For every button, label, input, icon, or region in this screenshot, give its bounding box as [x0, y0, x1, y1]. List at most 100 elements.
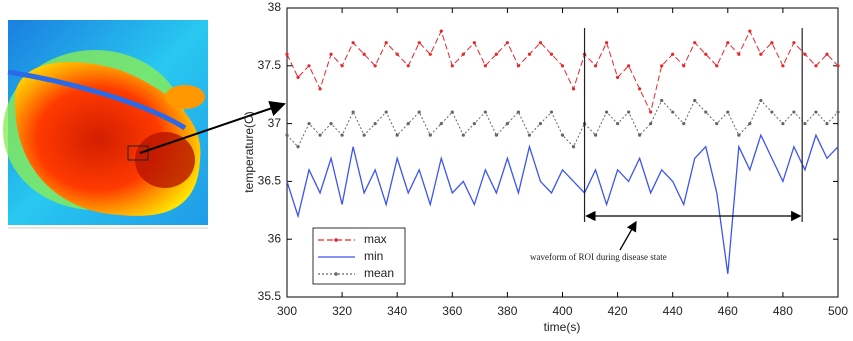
series-marker: [605, 110, 608, 113]
legend-label: mean: [364, 266, 394, 280]
series-marker: [517, 110, 520, 113]
series-marker: [737, 53, 740, 56]
y-tick-label: 35.5: [258, 289, 282, 303]
series-marker: [594, 134, 597, 137]
series-marker: [374, 64, 377, 67]
series-marker: [638, 87, 641, 90]
series-marker: [396, 134, 399, 137]
series-marker: [307, 64, 310, 67]
series-marker: [638, 134, 641, 137]
series-marker: [693, 41, 696, 44]
series-marker: [550, 110, 553, 113]
series-marker: [329, 122, 332, 125]
legend-label: max: [364, 232, 387, 246]
series-marker: [341, 134, 344, 137]
x-tick-label: 320: [332, 304, 352, 318]
x-tick-label: 340: [387, 304, 407, 318]
x-tick-label: 380: [497, 304, 517, 318]
thermal-image: [3, 20, 208, 228]
series-marker: [462, 134, 465, 137]
series-marker: [825, 53, 828, 56]
series-marker: [495, 134, 498, 137]
x-tick-label: 300: [277, 304, 297, 318]
series-marker: [418, 41, 421, 44]
series-marker: [440, 122, 443, 125]
y-tick-label: 37.5: [258, 58, 282, 72]
series-marker: [781, 64, 784, 67]
series-marker: [429, 53, 432, 56]
series-marker: [539, 41, 542, 44]
series-marker: [385, 41, 388, 44]
x-tick-label: 360: [442, 304, 462, 318]
series-marker: [440, 30, 443, 33]
series-marker: [781, 122, 784, 125]
series-marker: [682, 64, 685, 67]
annotation-text: waveform of ROI during disease state: [530, 252, 667, 262]
series-marker: [561, 134, 564, 137]
series-marker: [803, 53, 806, 56]
series-marker: [836, 64, 839, 67]
series-marker: [693, 99, 696, 102]
series-marker: [605, 41, 608, 44]
series-marker: [627, 110, 630, 113]
series-marker: [660, 99, 663, 102]
legend-marker: [334, 238, 338, 242]
series-marker: [572, 87, 575, 90]
series-marker: [352, 41, 355, 44]
series-marker: [517, 64, 520, 67]
figure: temperature(C) time(s) 35.53636.53737.53…: [0, 0, 853, 341]
series-marker: [792, 41, 795, 44]
series-marker: [363, 134, 366, 137]
legend-label: min: [364, 249, 383, 263]
legend: max min mean: [313, 228, 405, 284]
series-marker: [307, 122, 310, 125]
series-marker: [285, 53, 288, 56]
series-marker: [473, 41, 476, 44]
series-marker: [451, 64, 454, 67]
series-marker: [770, 110, 773, 113]
series-marker: [814, 110, 817, 113]
series-marker: [836, 110, 839, 113]
series-marker: [285, 134, 288, 137]
series-marker: [418, 110, 421, 113]
series-marker: [506, 122, 509, 125]
series-marker: [649, 122, 652, 125]
series-marker: [451, 110, 454, 113]
x-tick-label: 420: [608, 304, 628, 318]
series-marker: [792, 110, 795, 113]
series-marker: [671, 110, 674, 113]
series-marker: [296, 145, 299, 148]
x-tick-label: 480: [773, 304, 793, 318]
series-marker: [528, 134, 531, 137]
y-tick-label: 37: [268, 116, 282, 130]
series-marker: [329, 53, 332, 56]
series-marker: [715, 122, 718, 125]
series-marker: [561, 64, 564, 67]
series-marker: [318, 87, 321, 90]
series-marker: [660, 64, 663, 67]
x-tick-label: 440: [663, 304, 683, 318]
series-marker: [352, 110, 355, 113]
x-tick-label: 460: [718, 304, 738, 318]
series-marker: [407, 122, 410, 125]
x-tick-label: 400: [552, 304, 572, 318]
legend-marker: [334, 272, 338, 276]
series-marker: [737, 134, 740, 137]
series-marker: [484, 64, 487, 67]
series-marker: [704, 110, 707, 113]
series-marker: [539, 122, 542, 125]
series-marker: [748, 30, 751, 33]
series-marker: [484, 110, 487, 113]
series-marker: [462, 53, 465, 56]
y-axis-label: temperature(C): [242, 111, 256, 192]
series-marker: [506, 41, 509, 44]
series-marker: [814, 64, 817, 67]
series-marker: [594, 64, 597, 67]
series-marker: [649, 110, 652, 113]
series-marker: [715, 64, 718, 67]
series-marker: [726, 41, 729, 44]
series-marker: [429, 134, 432, 137]
series-marker: [363, 53, 366, 56]
y-tick-label: 38: [268, 0, 282, 14]
series-marker: [407, 64, 410, 67]
